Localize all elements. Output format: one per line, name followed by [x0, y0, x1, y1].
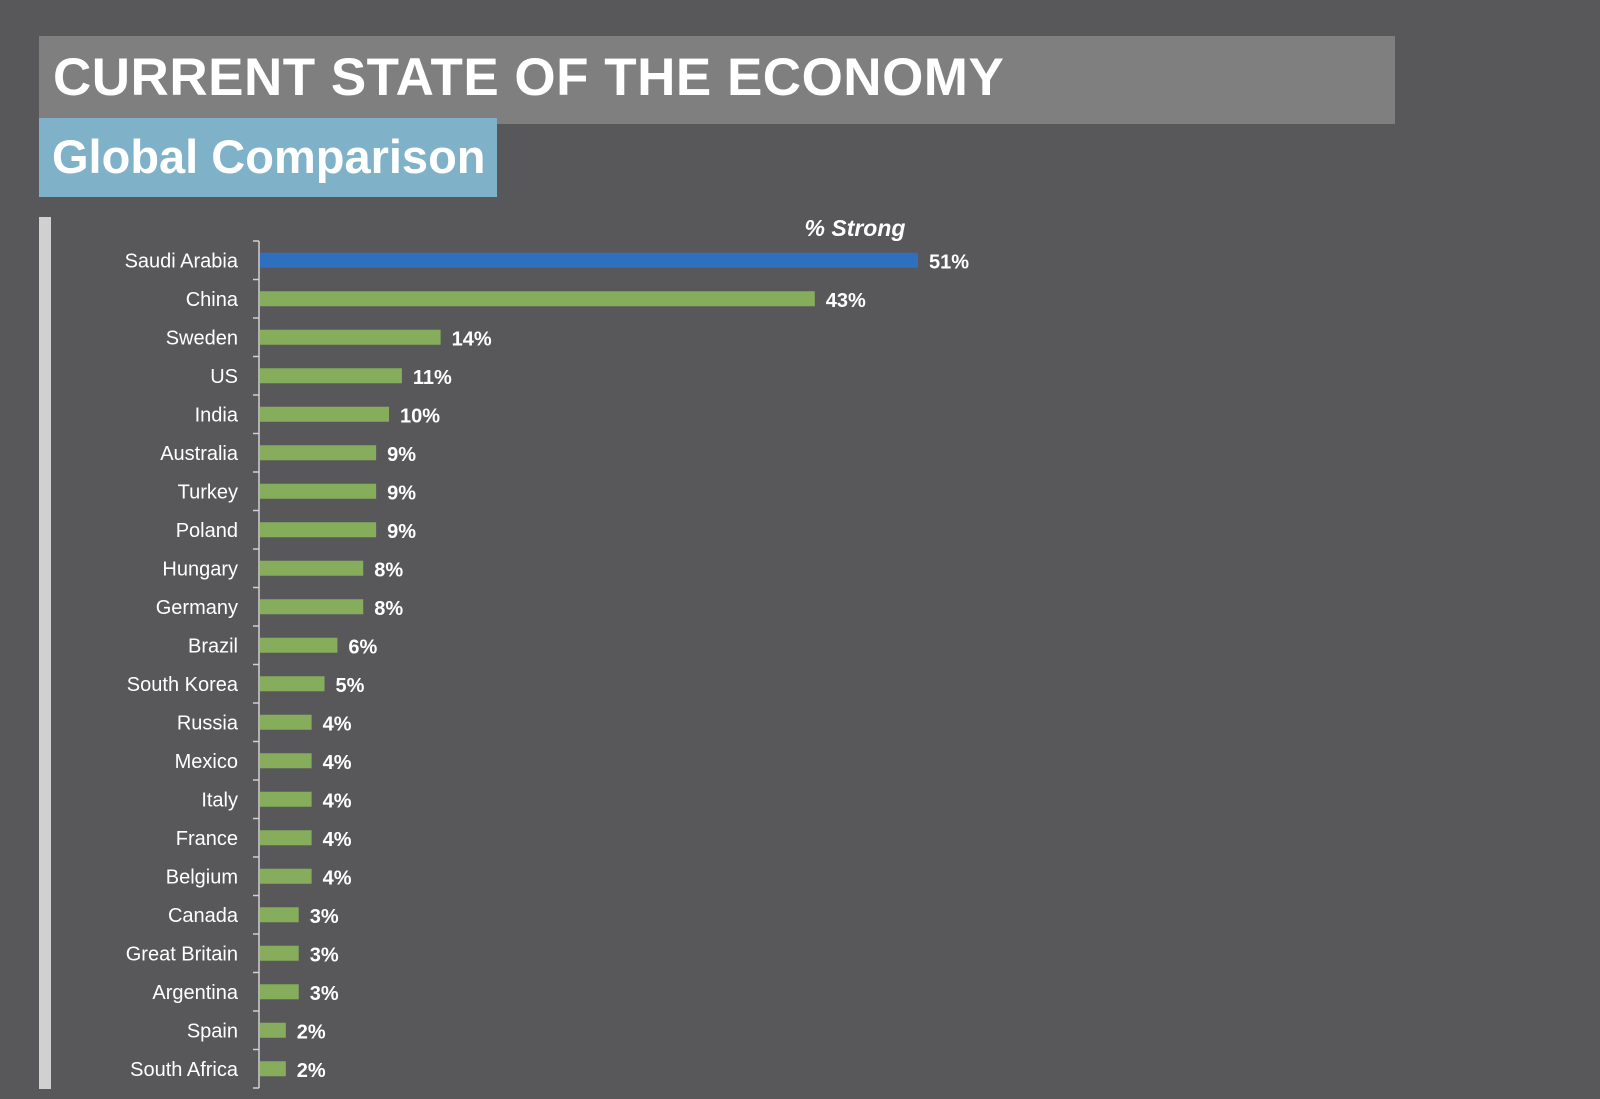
bar-poland [260, 522, 377, 538]
subtitle-bar: Global Comparison [39, 118, 497, 197]
category-label-poland: Poland [176, 520, 238, 542]
category-label-germany: Germany [156, 597, 238, 619]
category-label-mexico: Mexico [175, 751, 238, 773]
bar-italy [260, 791, 312, 807]
bar-us [260, 368, 402, 384]
category-label-india: India [195, 404, 239, 426]
bar-china [260, 291, 815, 307]
category-label-hungary: Hungary [162, 558, 238, 580]
value-label-france: 4% [323, 829, 352, 851]
bar-great-britain [260, 945, 299, 961]
value-label-hungary: 8% [374, 559, 403, 581]
bar-france [260, 830, 312, 846]
category-label-brazil: Brazil [188, 635, 238, 657]
axis-layer: Saudi Arabia China Sweden US India Australia T… [125, 240, 260, 1089]
value-label-canada: 3% [310, 906, 339, 928]
bar-mexico [260, 753, 312, 769]
bar-canada [260, 907, 299, 923]
page-subtitle: Global Comparison [52, 130, 486, 183]
value-label-brazil: 6% [348, 636, 377, 658]
category-label-russia: Russia [177, 712, 239, 734]
category-label-canada: Canada [168, 905, 239, 927]
value-label-turkey: 9% [387, 482, 416, 504]
category-label-us: US [210, 366, 238, 388]
bar-germany [260, 599, 364, 615]
bar-brazil [260, 637, 338, 653]
value-label-south-africa: 2% [297, 1060, 326, 1082]
value-label-mexico: 4% [323, 752, 352, 774]
bars-layer: 51% 43% 14%11% 10% 9% 9% 9% 8% 8% 6% 5% 4% 4% 4% 4% 4% 3… [260, 251, 969, 1082]
value-label-spain: 2% [297, 1021, 326, 1043]
value-label-argentina: 3% [310, 983, 339, 1005]
value-label-india: 10% [400, 405, 440, 427]
category-label-spain: Spain [187, 1020, 238, 1042]
value-label-south-korea: 5% [336, 675, 365, 697]
category-label-saudi-arabia: Saudi Arabia [125, 250, 239, 272]
bar-belgium [260, 868, 312, 884]
category-label-turkey: Turkey [178, 481, 238, 503]
category-label-south-korea: South Korea [127, 674, 239, 696]
value-label-saudi-arabia: 51% [929, 251, 969, 273]
value-label-china: 43% [826, 290, 866, 312]
category-label-argentina: Argentina [152, 982, 238, 1004]
bar-south-africa [260, 1061, 286, 1077]
bar-india [260, 406, 390, 422]
value-label-australia: 9% [387, 444, 416, 466]
bar-south-korea [260, 676, 325, 692]
bar-saudi-arabia [260, 252, 918, 268]
bar-spain [260, 1022, 286, 1038]
category-label-great-britain: Great Britain [126, 943, 238, 965]
bar-hungary [260, 560, 364, 576]
category-label-south-africa: South Africa [130, 1059, 239, 1081]
title-bar: CURRENT STATE OF THE ECONOMY [39, 36, 1395, 124]
category-label-france: France [176, 828, 238, 850]
value-label-us: 11% [413, 367, 452, 389]
bar-turkey [260, 483, 377, 499]
bar-argentina [260, 984, 299, 1000]
value-label-great-britain: 3% [310, 944, 339, 966]
page-title: CURRENT STATE OF THE ECONOMY [53, 48, 1005, 107]
category-label-australia: Australia [160, 443, 239, 465]
value-label-poland: 9% [387, 521, 416, 543]
value-label-germany: 8% [374, 598, 403, 620]
bar-sweden [260, 329, 441, 345]
value-label-italy: 4% [323, 790, 352, 812]
value-label-russia: 4% [323, 713, 352, 735]
bar-australia [260, 445, 377, 461]
category-label-sweden: Sweden [166, 327, 238, 349]
value-label-sweden: 14% [452, 328, 492, 350]
chart-title: % Strong [805, 215, 906, 241]
bar-russia [260, 714, 312, 730]
category-label-belgium: Belgium [166, 866, 238, 888]
category-label-china: China [186, 289, 239, 311]
left-accent-rule [39, 217, 51, 1089]
value-label-belgium: 4% [323, 867, 352, 889]
category-label-italy: Italy [201, 789, 238, 811]
